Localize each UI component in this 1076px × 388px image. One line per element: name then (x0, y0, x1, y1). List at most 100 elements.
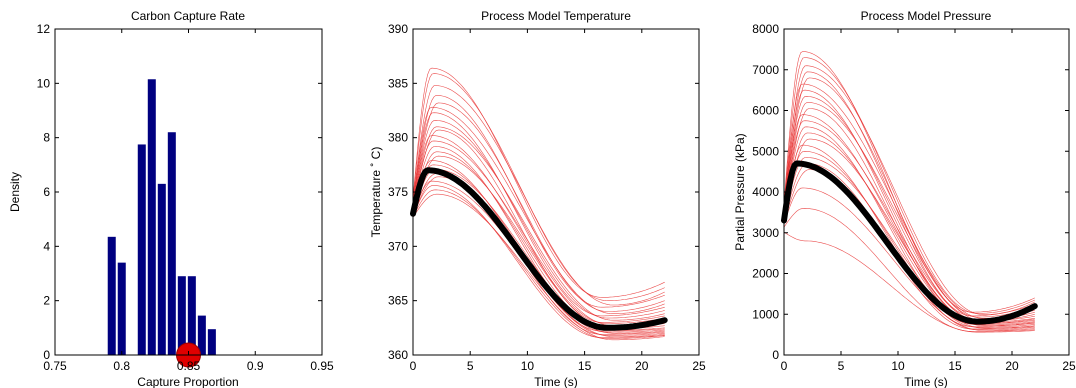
y-tick-label: 4000 (752, 185, 779, 199)
y-tick-label: 3000 (752, 226, 779, 240)
histogram-marks (107, 79, 216, 368)
y-tick-label: 6000 (752, 104, 779, 118)
line-marks (781, 51, 1038, 333)
y-tick-label: 370 (388, 239, 408, 253)
x-tick-label: 10 (521, 359, 535, 373)
histogram-bar (147, 79, 156, 355)
ensemble-line (783, 231, 1035, 333)
plot-frame (54, 28, 323, 356)
plot-frame (412, 28, 700, 356)
y-axis-label: Density (8, 172, 22, 212)
histogram-bar (167, 132, 176, 355)
axis-ticks: 0 5 10 15 20 25 360 365 370 375 380 385 390 (388, 22, 706, 373)
y-tick-label: 2 (43, 294, 50, 308)
line-marks (410, 67, 668, 341)
x-axis-label: Time (s) (534, 375, 578, 388)
ensemble-line (412, 67, 665, 298)
ensemble-line (412, 85, 665, 306)
ensemble-line (412, 185, 665, 338)
ensemble-line (412, 140, 665, 327)
x-tick-label: 25 (1062, 359, 1076, 373)
histogram-bar (157, 183, 166, 355)
histogram-bar (137, 144, 146, 355)
ensemble-line (783, 207, 1035, 332)
y-tick-label: 385 (388, 76, 408, 90)
ensemble-line (783, 77, 1035, 318)
ensemble-line (783, 65, 1035, 316)
ensemble-line (412, 106, 665, 314)
x-tick-label: 0.95 (310, 359, 334, 373)
ensemble-line (783, 89, 1035, 320)
y-tick-label: 4 (43, 239, 50, 253)
y-tick-label: 365 (388, 294, 408, 308)
x-tick-label: 15 (948, 359, 962, 373)
ensemble-line (412, 112, 665, 317)
y-tick-label: 2000 (752, 267, 779, 281)
y-tick-label: 5000 (752, 144, 779, 158)
histogram-bar (177, 276, 186, 355)
ensemble-line (412, 135, 665, 324)
x-axis-label: Capture Proportion (137, 375, 238, 388)
y-tick-label: 1000 (752, 307, 779, 321)
x-tick-label: 20 (635, 359, 649, 373)
histogram-bar (117, 262, 126, 355)
x-axis-label: Time (s) (904, 375, 948, 388)
ensemble-line (412, 189, 665, 339)
capture-rate-panel: Carbon Capture Rate Capture Proportion D… (8, 9, 334, 388)
x-tick-label: 5 (838, 359, 845, 373)
y-tick-label: 7000 (752, 63, 779, 77)
ensemble-line (412, 176, 665, 336)
ensemble-line (412, 129, 665, 323)
axis-ticks: 0 5 10 15 20 25 0 1000 2000 3000 4000 5000 6000 7000 8… (752, 22, 1076, 373)
ensemble-line (783, 83, 1035, 319)
x-tick-label: 5 (467, 359, 474, 373)
y-tick-label: 8 (43, 131, 50, 145)
ensemble-line (783, 187, 1035, 331)
x-tick-label: 0 (410, 359, 417, 373)
y-tick-label: 6 (43, 185, 50, 199)
histogram-bar (107, 236, 116, 355)
ensemble-line (783, 108, 1035, 322)
y-tick-label: 360 (388, 348, 408, 362)
pressure-panel: Process Model Pressure Time (s) Partial … (733, 9, 1076, 388)
y-tick-label: 8000 (752, 22, 779, 36)
chart-title: Carbon Capture Rate (131, 9, 245, 23)
histogram-bar (187, 276, 196, 355)
plot-frame (783, 28, 1070, 356)
y-tick-label: 0 (772, 348, 779, 362)
ensemble-line (783, 126, 1035, 325)
x-tick-label: 15 (578, 359, 592, 373)
x-tick-label: 0 (781, 359, 788, 373)
x-tick-label: 10 (891, 359, 905, 373)
temperature-panel: Process Model Temperature Time (s) Tempe… (369, 9, 706, 388)
ensemble-line (412, 126, 665, 321)
x-tick-label: 0.8 (113, 359, 130, 373)
x-tick-label: 0.75 (43, 359, 67, 373)
ensemble-line (412, 193, 665, 341)
x-tick-label: 20 (1005, 359, 1019, 373)
x-tick-label: 25 (692, 359, 706, 373)
y-axis-label: Temperature ˚ C) (369, 147, 383, 238)
ensemble-line (412, 119, 665, 319)
y-tick-label: 390 (388, 22, 408, 36)
ensemble-line (412, 168, 665, 334)
chart-title: Process Model Temperature (481, 9, 631, 23)
ensemble-line (412, 73, 665, 302)
mean-line (781, 160, 1038, 325)
chart-title: Process Model Pressure (861, 9, 992, 23)
y-axis-label: Partial Pressure (kPa) (733, 133, 747, 250)
ensemble-line (783, 132, 1035, 326)
y-tick-label: 12 (37, 22, 51, 36)
ensemble-line (412, 102, 665, 312)
ensemble-line (783, 57, 1035, 314)
histogram-bar (197, 315, 206, 355)
y-tick-label: 10 (37, 76, 51, 90)
mean-line (410, 167, 668, 331)
ensemble-line (783, 138, 1035, 327)
x-tick-label: 0.9 (247, 359, 264, 373)
y-tick-label: 375 (388, 185, 408, 199)
ensemble-line (783, 157, 1035, 329)
ensemble-line (783, 114, 1035, 323)
y-tick-label: 0 (43, 348, 50, 362)
